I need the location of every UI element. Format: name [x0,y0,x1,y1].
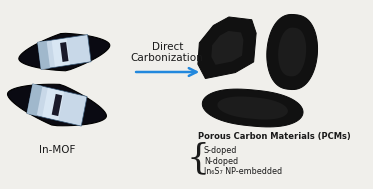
Polygon shape [42,88,64,120]
Polygon shape [27,84,43,116]
Polygon shape [7,84,106,126]
Polygon shape [19,33,110,71]
Polygon shape [51,38,70,67]
Text: N-doped: N-doped [204,157,238,166]
Text: In₆S₇ NP-embedded: In₆S₇ NP-embedded [204,167,282,176]
Text: Porous Carbon Materials (PCMs): Porous Carbon Materials (PCMs) [198,132,350,141]
Polygon shape [278,28,306,76]
Polygon shape [52,94,62,116]
Polygon shape [27,84,87,126]
Polygon shape [267,14,317,90]
Polygon shape [60,42,69,62]
Polygon shape [202,89,303,127]
Polygon shape [198,17,256,78]
Polygon shape [38,35,91,69]
Text: In-MOF: In-MOF [39,145,75,155]
Polygon shape [217,96,288,119]
Text: S-doped: S-doped [204,146,237,155]
Polygon shape [38,41,50,69]
Polygon shape [211,31,244,65]
Text: Carbonization: Carbonization [131,53,204,63]
Text: Direct: Direct [151,42,183,52]
Text: {: { [186,141,209,175]
